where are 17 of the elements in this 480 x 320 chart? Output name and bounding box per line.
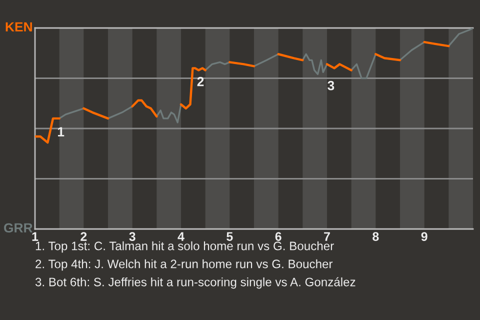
annotation: 2 [197, 76, 204, 86]
text: 3. Bot 6th: S. Jeffries hit a run-scoring single vs A. González [35, 277, 356, 289]
annotation: 3 [328, 80, 334, 90]
text: GRR [4, 223, 33, 233]
x-tick-label: 8 [372, 232, 379, 241]
annotation: 1 [58, 127, 64, 136]
x-tick-label: 2 [80, 232, 87, 241]
x-tick-label: 1 [32, 232, 38, 241]
x-tick-label: 6 [275, 232, 282, 241]
text: 2. Top 4th: J. Welch hit a 2-run home run vs G. Boucher [36, 259, 333, 271]
x-tick-label: 7 [324, 232, 330, 241]
x-tick-label: 5 [226, 232, 233, 241]
x-tick-label: 9 [421, 232, 428, 241]
text: 1. Top 1st: C. Talman hit a solo home run vs G. Boucher [36, 241, 334, 253]
x-tick-label: 3 [129, 232, 136, 241]
x-tick-label: 4 [178, 232, 184, 241]
text: KEN [6, 22, 32, 32]
